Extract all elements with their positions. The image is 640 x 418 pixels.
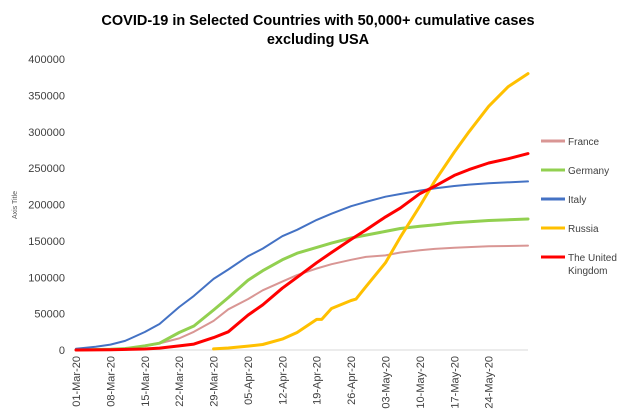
legend-label: Germany [568,166,609,177]
x-tick-label: 26-Apr-20 [346,356,358,405]
y-tick-label: 150000 [28,236,65,248]
x-tick-label: 08-Mar-20 [105,356,117,407]
series-line-the-united-kingdom [74,152,530,352]
legend-label: Kingdom [568,266,607,277]
series-line-italy [75,180,529,350]
legend: France Germany Italy Russia The United Kingdo… [541,137,617,277]
x-tick-label: 10-May-20 [415,356,427,409]
x-tick-label: 19-Apr-20 [312,356,324,405]
x-tick-label: 12-Apr-20 [277,356,289,405]
series-lines [74,72,530,352]
x-tick-label: 17-May-20 [449,356,461,409]
series-line-germany [74,217,530,352]
y-axis-title: Axis Title [12,191,19,219]
y-tick-label: 300000 [28,127,65,139]
x-axis-ticks: 01-Mar-20 08-Mar-20 15-Mar-20 22-Mar-20 29-M… [71,356,496,409]
x-tick-label: 05-Apr-20 [243,356,255,405]
y-tick-label: 400000 [28,54,65,66]
legend-label: Russia [568,224,599,235]
x-tick-label: 15-Mar-20 [140,356,152,407]
legend-label: France [568,137,600,148]
legend-label: The United [568,253,617,264]
chart-title-line-1: COVID-19 in Selected Countries with 50,0… [101,13,534,29]
x-tick-label: 24-May-20 [484,356,496,409]
chart-title-line-2: excluding USA [267,32,370,48]
y-tick-label: 50000 [34,309,65,321]
x-tick-label: 03-May-20 [381,356,393,409]
y-tick-label: 250000 [28,163,65,175]
legend-label: Italy [568,195,586,206]
x-tick-label: 01-Mar-20 [71,356,83,407]
x-tick-label: 22-Mar-20 [174,356,186,407]
y-tick-label: 200000 [28,200,65,212]
y-tick-label: 350000 [28,90,65,102]
series-line-france [75,244,529,351]
x-tick-label: 29-Mar-20 [209,356,221,407]
chart-title: COVID-19 in Selected Countries with 50,0… [101,13,534,48]
y-tick-label: 0 [59,345,65,357]
series-line-russia [212,72,530,351]
y-axis-ticks: 0 50000 100000 150000 200000 250000 300000 3500… [28,54,65,357]
y-tick-label: 100000 [28,272,65,284]
